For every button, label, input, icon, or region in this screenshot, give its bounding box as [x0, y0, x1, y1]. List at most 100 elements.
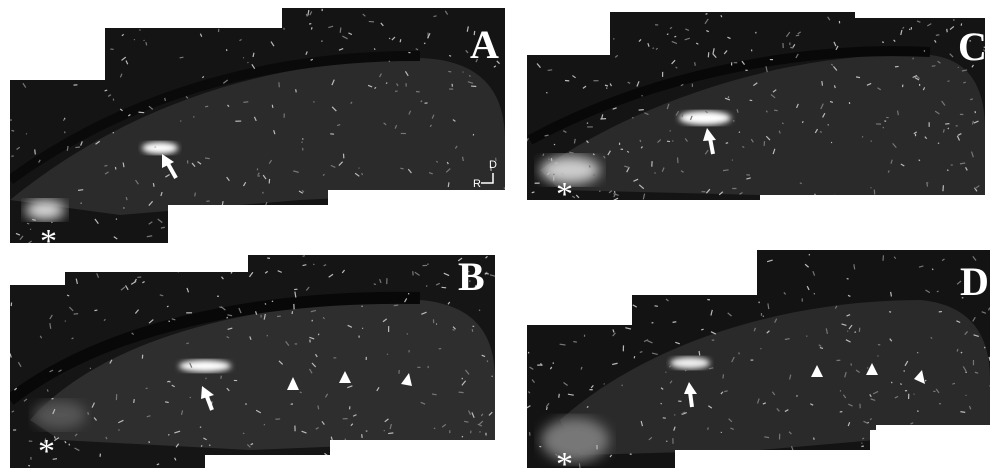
texture-fleck [786, 459, 788, 463]
texture-fleck [948, 128, 949, 129]
texture-fleck [863, 12, 864, 13]
texture-fleck [309, 24, 311, 25]
texture-fleck [856, 77, 860, 78]
texture-fleck [605, 85, 608, 86]
texture-fleck [201, 445, 202, 446]
panel-c [520, 0, 995, 210]
texture-fleck [485, 273, 489, 274]
texture-fleck [189, 224, 192, 225]
texture-fleck [800, 183, 802, 184]
texture-fleck [167, 306, 169, 307]
texture-fleck [862, 136, 863, 137]
texture-fleck [212, 230, 215, 234]
texture-fleck [763, 200, 768, 202]
texture-fleck [357, 457, 358, 458]
texture-fleck [161, 227, 165, 228]
texture-fleck [938, 143, 939, 144]
texture-fleck [567, 320, 568, 324]
texture-fleck [982, 442, 984, 443]
texture-fleck [275, 207, 277, 211]
texture-fleck [877, 356, 878, 357]
texture-fleck [47, 40, 49, 42]
texture-fleck [733, 121, 735, 122]
texture-fleck [434, 428, 435, 429]
texture-fleck [81, 203, 82, 204]
texture-fleck [557, 313, 558, 319]
texture-fleck [828, 450, 833, 453]
texture-fleck [873, 430, 875, 433]
texture-fleck [318, 406, 319, 410]
texture-fleck [932, 269, 933, 270]
texture-fleck [494, 193, 496, 195]
marker: * [38, 433, 55, 468]
texture-fleck [126, 197, 127, 200]
texture-fleck [74, 15, 78, 19]
texture-fleck [321, 41, 322, 42]
texture-fleck [89, 52, 90, 57]
texture-fleck [923, 445, 926, 446]
texture-fleck [385, 213, 386, 216]
texture-fleck [488, 216, 489, 218]
texture-fleck [387, 354, 388, 355]
texture-fleck [243, 57, 244, 58]
texture-fleck [123, 163, 124, 168]
texture-fleck [928, 453, 929, 455]
texture-fleck [406, 200, 407, 205]
texture-fleck [809, 254, 810, 255]
texture-fleck [438, 224, 439, 226]
texture-fleck [47, 389, 48, 391]
texture-fleck [868, 422, 869, 423]
texture-fleck [168, 434, 169, 435]
texture-fleck [661, 403, 662, 404]
texture-fleck [63, 30, 67, 34]
texture-fleck [970, 433, 973, 434]
texture-fleck [227, 21, 230, 22]
texture-fleck [394, 305, 398, 306]
texture-fleck [167, 381, 169, 382]
texture-fleck [462, 436, 463, 437]
texture-fleck [458, 206, 462, 208]
texture-fleck [571, 303, 574, 306]
texture-fleck [69, 444, 70, 446]
texture-fleck [243, 433, 244, 434]
texture-fleck [560, 344, 566, 345]
texture-fleck [186, 343, 189, 344]
texture-fleck [701, 329, 703, 330]
texture-fleck [782, 123, 783, 124]
texture-fleck [374, 284, 376, 285]
texture-fleck [229, 463, 231, 464]
texture-fleck [929, 455, 932, 459]
texture-fleck [146, 42, 147, 45]
texture-fleck [764, 437, 769, 438]
panel-a [0, 0, 510, 250]
marker: * [556, 176, 573, 213]
texture-fleck [579, 463, 580, 468]
texture-fleck [609, 308, 610, 310]
texture-fleck [302, 142, 303, 143]
texture-fleck [134, 39, 135, 40]
texture-fleck [643, 292, 644, 295]
texture-fleck [796, 35, 799, 36]
panel-label: B [458, 254, 485, 299]
texture-fleck [42, 28, 43, 31]
orientation-label: R [473, 178, 481, 190]
texture-fleck [362, 173, 363, 175]
texture-fleck [342, 222, 344, 223]
texture-fleck [551, 52, 555, 54]
texture-fleck [248, 62, 249, 63]
texture-fleck [433, 16, 436, 17]
texture-fleck [27, 223, 29, 224]
texture-fleck [754, 267, 756, 268]
texture-fleck [410, 444, 413, 448]
texture-fleck [338, 209, 339, 210]
texture-fleck [299, 461, 302, 462]
texture-fleck [883, 431, 884, 436]
texture-fleck [924, 51, 925, 52]
texture-fleck [774, 110, 778, 111]
texture-fleck [739, 352, 740, 354]
texture-fleck [559, 394, 560, 398]
panel-d [520, 245, 995, 468]
texture-fleck [12, 259, 14, 260]
texture-fleck [374, 48, 375, 49]
texture-fleck [252, 464, 255, 468]
